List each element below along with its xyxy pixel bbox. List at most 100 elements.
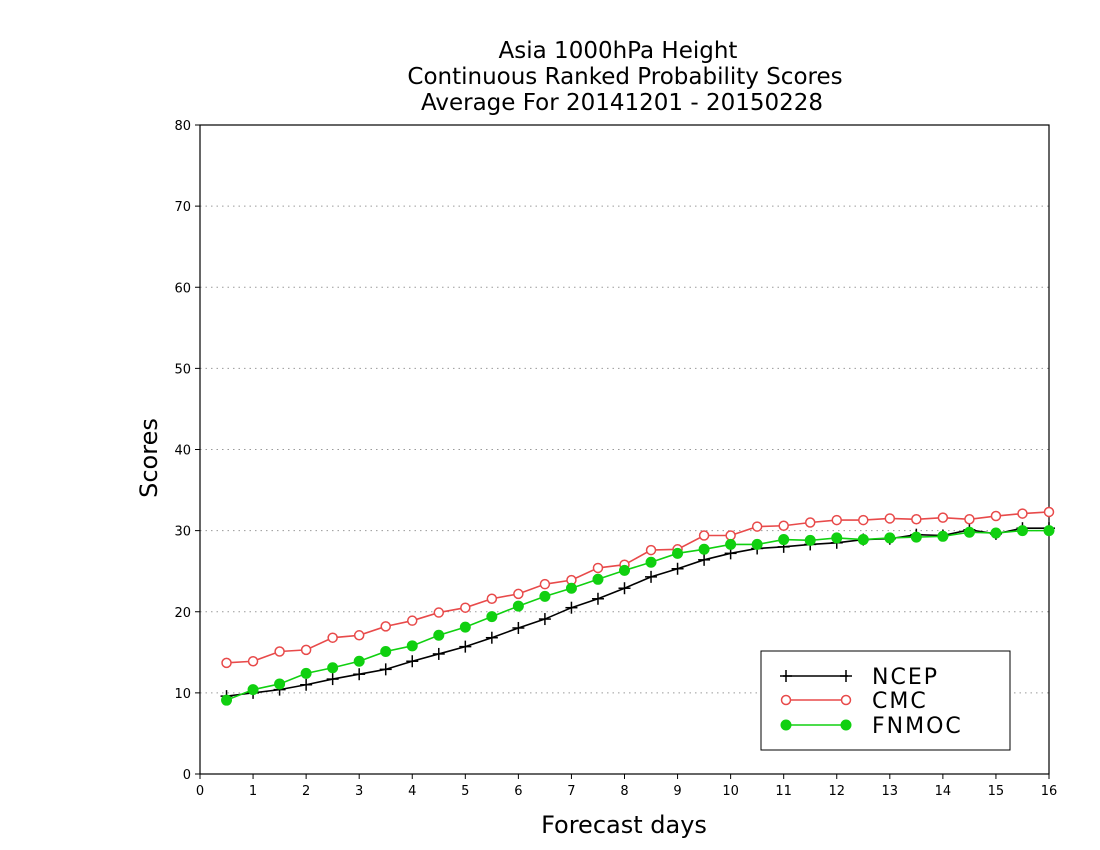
chart-title-line-1: Asia 1000hPa Height [499, 38, 738, 64]
point-fnmoc-19 [725, 538, 737, 550]
legend-marker-end-ncep [840, 670, 852, 682]
point-cmc-16 [645, 544, 657, 556]
legend-item-cmc: CMC [780, 689, 928, 714]
point-cmc-8 [433, 607, 445, 618]
point-ncep-16 [645, 570, 658, 583]
point-cmc-7 [407, 615, 418, 626]
legend-marker-end-fnmoc [840, 719, 852, 731]
point-fnmoc-27 [937, 530, 949, 542]
point-ncep-5 [353, 668, 366, 681]
point-ncep-6 [379, 663, 392, 676]
legend-label-ncep: NCEP [872, 665, 939, 690]
point-fnmoc-12 [539, 590, 551, 602]
x-tick-label-14: 14 [935, 784, 952, 799]
x-tick-label-2: 2 [302, 784, 310, 799]
point-cmc-27 [937, 512, 949, 523]
legend-marker-end-cmc [840, 694, 852, 706]
y-tick-label-6: 60 [174, 281, 191, 296]
point-ncep-17 [671, 562, 684, 575]
point-cmc-3 [300, 644, 312, 656]
point-cmc-30 [1017, 508, 1028, 519]
x-axis-label: Forecast days [541, 811, 707, 839]
point-cmc-5 [353, 630, 365, 641]
point-fnmoc-6 [380, 646, 392, 658]
point-cmc-25 [884, 513, 896, 524]
point-fnmoc-4 [327, 662, 339, 674]
point-ncep-10 [485, 631, 498, 644]
series-fnmoc [221, 525, 1055, 706]
legend-marker-start-cmc [780, 694, 792, 706]
point-cmc-24 [858, 514, 869, 526]
y-tick-label-5: 50 [174, 362, 191, 377]
legend-label-cmc: CMC [872, 689, 928, 714]
y-tick-label-0: 0 [183, 768, 191, 783]
point-cmc-2 [274, 646, 285, 657]
y-axis-label: Scores [135, 418, 163, 498]
point-fnmoc-2 [274, 678, 286, 690]
x-tick-label-8: 8 [620, 784, 628, 799]
point-fnmoc-0 [221, 694, 233, 706]
point-fnmoc-8 [433, 629, 445, 641]
point-fnmoc-30 [1016, 525, 1028, 537]
x-tick-label-12: 12 [828, 784, 845, 799]
point-fnmoc-7 [406, 640, 418, 652]
point-fnmoc-21 [778, 534, 790, 546]
point-fnmoc-31 [1043, 525, 1055, 537]
legend-item-ncep: NCEP [780, 665, 939, 690]
point-ncep-4 [326, 673, 339, 686]
x-tick-label-7: 7 [567, 784, 575, 799]
point-cmc-0 [221, 657, 232, 669]
point-fnmoc-28 [963, 526, 975, 538]
legend-item-fnmoc: FNMOC [780, 714, 963, 739]
chart-title-line-2: Continuous Ranked Probability Scores [407, 64, 842, 90]
x-tick-label-9: 9 [673, 784, 681, 799]
data-series [220, 506, 1055, 706]
point-fnmoc-14 [592, 573, 604, 585]
x-tick-label-4: 4 [408, 784, 416, 799]
x-tick-label-11: 11 [775, 784, 792, 799]
point-ncep-13 [565, 601, 578, 614]
legend-marker-start-fnmoc [780, 719, 792, 731]
point-ncep-3 [300, 678, 313, 691]
point-ncep-12 [538, 613, 551, 626]
y-tick-label-3: 30 [174, 525, 191, 540]
point-fnmoc-22 [804, 534, 816, 546]
point-fnmoc-11 [512, 600, 524, 612]
point-fnmoc-25 [884, 532, 896, 544]
point-cmc-21 [778, 520, 789, 532]
y-tick-label-7: 70 [174, 200, 191, 215]
point-cmc-4 [327, 632, 338, 643]
legend-label-fnmoc: FNMOC [872, 714, 963, 739]
point-fnmoc-1 [247, 684, 259, 696]
point-fnmoc-17 [672, 547, 684, 559]
point-ncep-7 [406, 655, 419, 668]
chart-title-line-3: Average For 20141201 - 20150228 [421, 90, 823, 116]
gridlines [200, 205, 1049, 694]
x-tick-label-10: 10 [722, 784, 739, 799]
point-fnmoc-23 [831, 532, 843, 544]
point-ncep-15 [618, 582, 631, 595]
x-tick-label-6: 6 [514, 784, 522, 799]
x-tick-label-13: 13 [882, 784, 899, 799]
point-cmc-18 [698, 530, 710, 541]
point-cmc-9 [460, 602, 471, 613]
point-fnmoc-18 [698, 543, 710, 555]
point-fnmoc-9 [459, 621, 471, 633]
point-ncep-9 [459, 640, 472, 653]
point-cmc-1 [247, 655, 259, 667]
point-fnmoc-13 [565, 582, 577, 594]
y-tick-label-1: 10 [174, 687, 191, 702]
point-fnmoc-26 [910, 531, 922, 543]
point-ncep-14 [591, 592, 604, 605]
point-cmc-14 [592, 562, 604, 574]
y-axis-ticks: 0 10 20 30 40 50 60 70 80 [174, 119, 200, 783]
point-cmc-28 [964, 514, 975, 525]
x-axis-ticks: 0 1 2 3 4 5 6 7 8 9 10 11 12 13 14 15 16 [196, 774, 1057, 799]
x-tick-label-16: 16 [1041, 784, 1058, 799]
point-cmc-19 [725, 530, 736, 541]
point-cmc-11 [513, 588, 524, 600]
point-cmc-31 [1043, 506, 1055, 518]
series-cmc [221, 506, 1055, 669]
